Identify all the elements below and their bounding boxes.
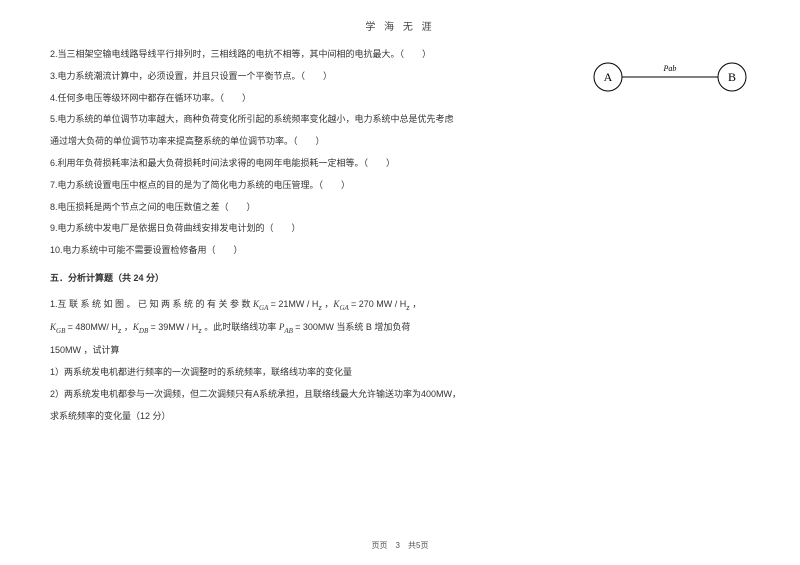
- calc-mid: 。此时联络线功率: [204, 322, 276, 332]
- val-k4: = 39MW / H: [151, 322, 199, 332]
- formula-k1: KGA: [253, 299, 271, 309]
- question-9: 9.电力系统中发电厂是依据日负荷曲线安排发电计划的（ ）: [50, 219, 750, 239]
- calc-sub2a: 2）两系统发电机都参与一次调频，但二次调频只有A系统承担，且联络线最大允许输送功…: [50, 385, 750, 405]
- formula-k4: KDB: [133, 322, 151, 332]
- question-10: 10.电力系统中可能不需要设置检修备用（ ）: [50, 241, 750, 261]
- question-5b: 通过增大负荷的单位调节功率来提高整系统的单位调节功率。（ ）: [50, 132, 750, 152]
- val-k3: = 480MW/ H: [68, 322, 118, 332]
- node-b-label: B: [728, 70, 736, 84]
- system-diagram: A Pab B: [590, 55, 750, 100]
- calc-tail: 当系统 B 增加负荷: [336, 322, 410, 332]
- val-p: = 300MW: [295, 322, 334, 332]
- formula-k3: KGB: [50, 322, 68, 332]
- question-5a: 5.电力系统的单位调节功率越大，商种负荷变化所引起的系统频率变化越小，电力系统中…: [50, 110, 750, 130]
- edge-label: Pab: [663, 64, 677, 73]
- val-k2: = 270 MW / H: [351, 299, 406, 309]
- val-k1: = 21MW / H: [271, 299, 319, 309]
- section-5-title: 五．分析计算题（共 24 分）: [50, 269, 750, 289]
- node-a-label: A: [604, 70, 613, 84]
- question-7: 7.电力系统设置电压中枢点的目的是为了简化电力系统的电压管理。（ ）: [50, 176, 750, 196]
- calc-line-2: KGB = 480MW/ Hz ，KDB = 39MW / Hz 。此时联络线功…: [50, 318, 750, 339]
- page-header: 学 海 无 涯: [0, 0, 800, 33]
- calc-line-3: 150MW ，试计算: [50, 341, 750, 361]
- calc-line-1: 1.互 联 系 统 如 图 。 已 知 两 系 统 的 有 关 参 数 KGA …: [50, 295, 750, 316]
- page-footer: 页页 3 共5页: [0, 540, 800, 551]
- calc-prefix: 1.互 联 系 统 如 图 。 已 知 两 系 统 的 有 关 参 数: [50, 299, 251, 309]
- calc-sub2b: 求系统频率的变化量（12 分）: [50, 407, 750, 427]
- question-6: 6.利用年负荷损耗率法和最大负荷损耗时间法求得的电网年电能损耗一定相等。（ ）: [50, 154, 750, 174]
- formula-p: PAB: [279, 322, 295, 332]
- calc-sub1: 1）两系统发电机都进行频率的一次调整时的系统频率，联络线功率的变化量: [50, 363, 750, 383]
- question-8: 8.电压损耗是两个节点之间的电压数值之差（ ）: [50, 198, 750, 218]
- formula-k2: KGA: [333, 299, 351, 309]
